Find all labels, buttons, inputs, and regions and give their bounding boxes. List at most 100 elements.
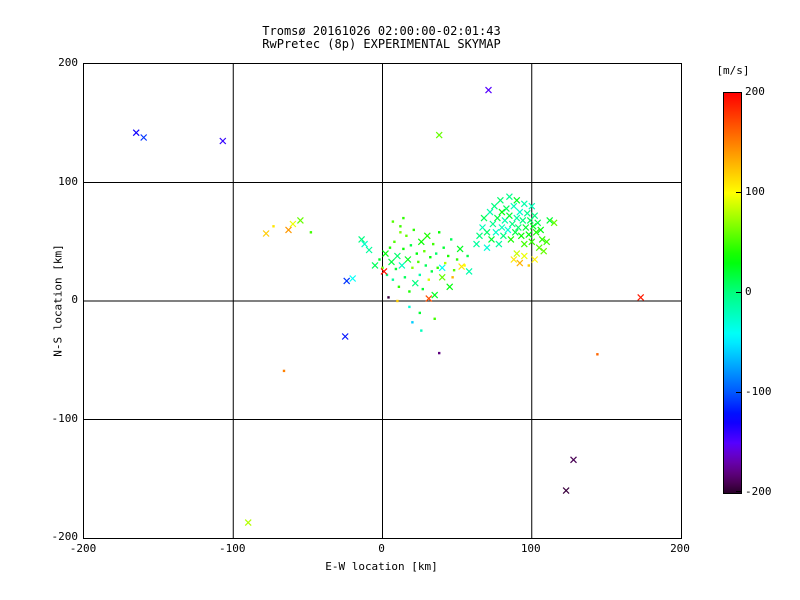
- scatter-point-cross: [483, 244, 491, 252]
- scatter-point-cross: [285, 226, 292, 234]
- scatter-point-cross: [388, 258, 395, 266]
- colorbar-tick-label: 200: [745, 85, 765, 98]
- scatter-point-cross: [398, 261, 406, 269]
- scatter-canvas: [84, 64, 681, 538]
- scatter-point-cross: [435, 131, 443, 139]
- scatter-point-dot: [405, 234, 408, 237]
- scatter-point-cross: [510, 256, 518, 263]
- scatter-point-dot: [272, 225, 275, 228]
- scatter-point-dot: [378, 258, 381, 261]
- colorbar: [723, 92, 742, 494]
- scatter-point-cross: [489, 220, 497, 228]
- scatter-point-dot: [423, 250, 426, 253]
- colorbar-tick-label: 100: [745, 185, 765, 198]
- scatter-point-cross: [523, 209, 531, 217]
- scatter-point-cross: [132, 129, 140, 137]
- scatter-point-cross: [516, 208, 524, 216]
- scatter-point-dot: [385, 273, 389, 277]
- scatter-point-dot: [403, 276, 407, 279]
- scatter-point-cross: [480, 214, 488, 222]
- scatter-point-dot: [391, 278, 395, 281]
- scatter-point-cross: [262, 230, 270, 237]
- scatter-point-dot: [282, 369, 286, 373]
- scatter-point-cross: [531, 256, 539, 263]
- scatter-point-cross: [296, 216, 304, 224]
- scatter-point-cross: [514, 224, 522, 231]
- scatter-point-dot: [411, 266, 414, 269]
- scatter-point-cross: [495, 240, 503, 248]
- scatter-point-cross: [520, 240, 528, 248]
- scatter-point-dot: [388, 246, 392, 249]
- colorbar-units-label: [m/s]: [716, 64, 750, 77]
- scatter-point-dot: [442, 246, 445, 249]
- colorbar-tick-label: -100: [745, 385, 772, 398]
- scatter-point-dot: [408, 290, 411, 293]
- y-tick-label: -200: [51, 530, 79, 543]
- scatter-point-cross: [431, 291, 439, 299]
- scatter-point-cross: [513, 214, 521, 222]
- scatter-point-cross: [483, 228, 491, 236]
- scatter-point-cross: [490, 202, 498, 210]
- plot-area: [83, 63, 682, 539]
- scatter-point-cross: [546, 216, 554, 224]
- scatter-point-dot: [381, 266, 384, 269]
- scatter-point-dot: [427, 278, 430, 281]
- scatter-point-dot: [452, 269, 456, 272]
- scatter-point-dot: [394, 267, 398, 271]
- scatter-point-dot: [429, 256, 432, 259]
- scatter-point-cross: [423, 232, 431, 240]
- scatter-point-cross: [525, 231, 533, 239]
- colorbar-tick-mark: [736, 92, 741, 93]
- scatter-point-cross: [562, 487, 570, 495]
- scatter-point-dot: [402, 247, 405, 251]
- scatter-point-cross: [510, 202, 518, 210]
- colorbar-tick-mark: [736, 292, 741, 293]
- x-tick-label: 0: [378, 542, 385, 555]
- scatter-point-cross: [473, 240, 480, 248]
- scatter-point-dot: [309, 231, 313, 234]
- scatter-point-cross: [519, 216, 527, 224]
- scatter-point-cross: [570, 456, 577, 464]
- scatter-point-cross: [438, 264, 446, 272]
- scatter-point-cross: [488, 235, 495, 243]
- scatter-point-cross: [382, 250, 389, 258]
- y-tick-label: 0: [71, 293, 78, 306]
- scatter-point-cross: [537, 226, 545, 234]
- y-tick-label: -100: [51, 411, 79, 425]
- scatter-point-cross: [380, 267, 388, 275]
- scatter-point-cross: [511, 228, 519, 236]
- scatter-point-cross: [505, 212, 513, 220]
- scatter-point-dot: [387, 296, 390, 299]
- scatter-point-dot: [412, 228, 415, 232]
- scatter-point-dot: [399, 225, 402, 228]
- scatter-point-dot: [450, 238, 453, 241]
- scatter-point-dot: [396, 299, 399, 303]
- scatter-point-dot: [430, 270, 433, 273]
- scatter-point-dot: [444, 261, 447, 265]
- scatter-point-dot: [409, 244, 413, 247]
- scatter-point-cross: [529, 222, 537, 230]
- scatter-point-cross: [371, 261, 379, 269]
- scatter-point-cross: [538, 235, 546, 243]
- scatter-point-dot: [463, 264, 466, 267]
- scatter-point-cross: [438, 273, 446, 281]
- scatter-point-dot: [466, 254, 469, 258]
- scatter-point-cross: [343, 277, 351, 285]
- y-tick-label: 100: [58, 174, 78, 188]
- x-tick-label: 200: [670, 542, 690, 555]
- scatter-point-cross: [493, 214, 501, 222]
- scatter-point-dot: [435, 252, 438, 255]
- colorbar-tick-mark: [736, 192, 741, 193]
- scatter-point-cross: [417, 238, 425, 246]
- scatter-point-cross: [520, 200, 528, 208]
- scatter-point-cross: [244, 519, 252, 527]
- scatter-point-dot: [418, 311, 421, 315]
- scatter-point-cross: [504, 226, 512, 234]
- scatter-point-dot: [408, 305, 411, 309]
- scatter-point-dot: [447, 254, 450, 258]
- scatter-point-dot: [527, 264, 530, 267]
- colorbar-tick-label: -200: [745, 485, 772, 498]
- scatter-point-dot: [397, 285, 401, 288]
- scatter-point-dot: [438, 351, 441, 355]
